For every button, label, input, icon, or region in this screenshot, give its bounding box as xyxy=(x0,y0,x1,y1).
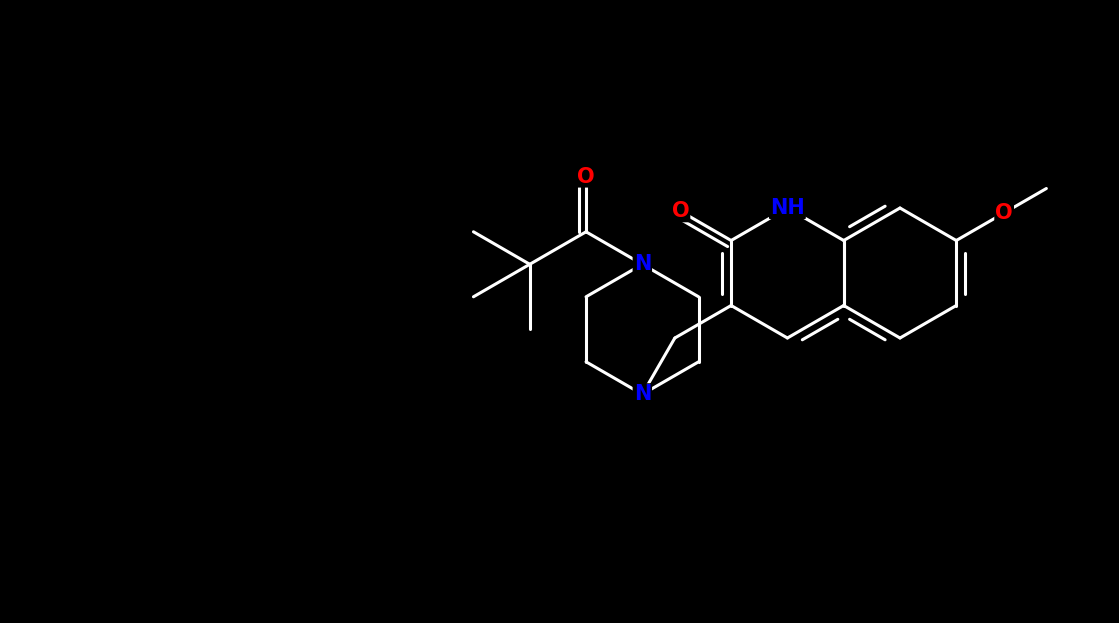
Text: O: O xyxy=(671,201,689,221)
Text: NH: NH xyxy=(770,198,805,218)
Text: N: N xyxy=(633,384,651,404)
Text: O: O xyxy=(577,166,595,186)
Text: O: O xyxy=(995,203,1013,223)
Text: N: N xyxy=(633,254,651,274)
